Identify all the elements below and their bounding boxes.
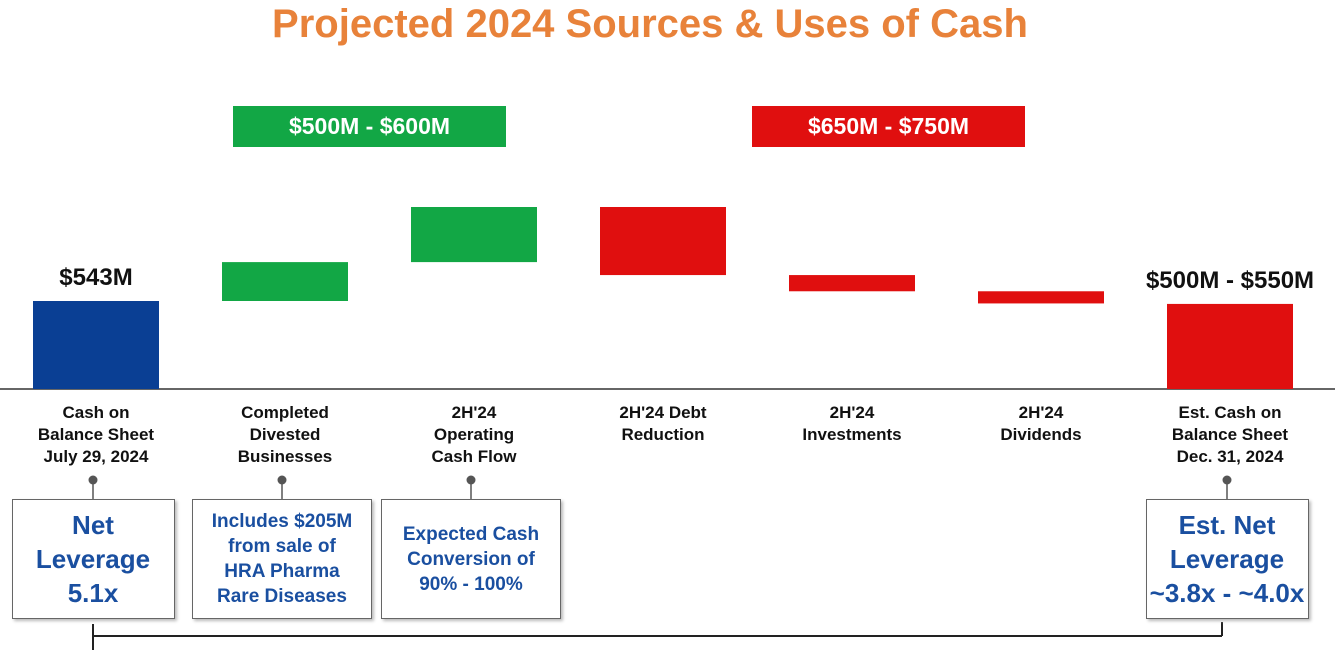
x-tick-label: 2H'24 Operating Cash Flow [431, 403, 517, 466]
connector-dot [88, 475, 98, 485]
x-tick-label: Completed Divested Businesses [237, 403, 333, 466]
range-label: $500M - $600M [233, 106, 506, 147]
x-tick-label: Cash on Balance Sheet July 29, 2024 [37, 403, 155, 466]
bar [222, 262, 348, 301]
bar [978, 291, 1104, 304]
callout: Est. Net Leverage ~3.8x - ~4.0x [1145, 499, 1309, 619]
connector-dot [277, 475, 287, 485]
callout: Includes $205M from sale of HRA Pharma R… [192, 499, 372, 619]
range-label: $650M - $750M [752, 106, 1025, 147]
connector-dot [1222, 475, 1232, 485]
value-label: $500M - $550M [1145, 266, 1315, 294]
bar [1167, 303, 1293, 389]
connector-dot [466, 475, 476, 485]
x-tick-label: 2H'24 Investments [802, 403, 902, 444]
x-tick-label: 2H'24 Dividends [1000, 403, 1082, 444]
bar [789, 275, 915, 292]
bar [411, 207, 537, 263]
x-tick-label: Est. Cash on Balance Sheet Dec. 31, 2024 [1171, 403, 1289, 466]
chart-title: Projected 2024 Sources & Uses of Cash [272, 2, 1028, 46]
value-label: $543M [59, 264, 133, 291]
callout: Net Leverage 5.1x [11, 499, 175, 619]
callout: Expected Cash Conversion of 90% - 100% [381, 499, 561, 619]
bar [600, 207, 726, 276]
x-tick-label: 2H'24 Debt Reduction [619, 403, 707, 444]
bar [33, 301, 159, 389]
